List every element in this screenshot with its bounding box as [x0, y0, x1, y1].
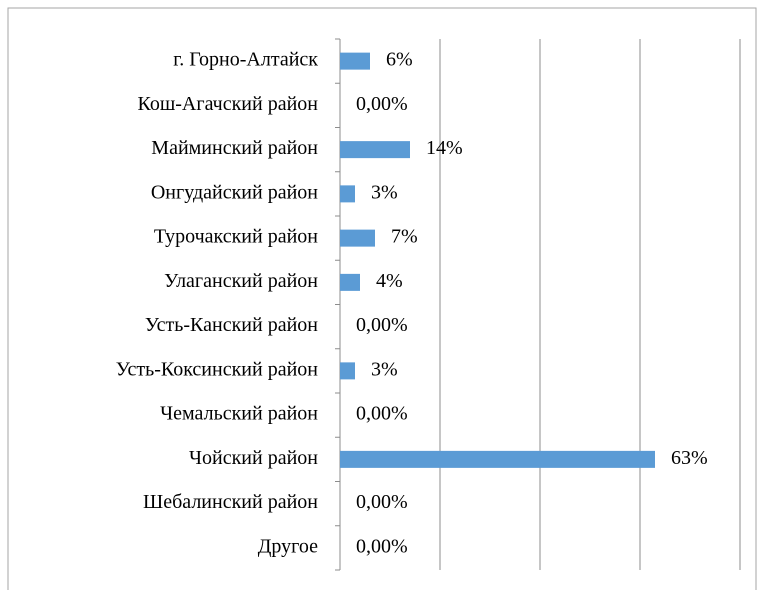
y-tick-label: Онгудайский район — [151, 181, 318, 203]
data-label: 0,00% — [356, 491, 408, 513]
bar — [340, 229, 375, 247]
y-tick-label: Чемальский район — [160, 403, 318, 425]
y-tick-label: Усть-Коксинский район — [116, 358, 319, 380]
data-label: 0,00% — [356, 314, 408, 336]
y-tick-label: Усть-Канский район — [145, 314, 318, 336]
y-tick-label: г. Горно-Алтайск — [173, 49, 318, 71]
bar — [340, 52, 370, 70]
data-label: 4% — [376, 270, 403, 292]
y-tick-label: Кош-Агачский район — [138, 93, 319, 115]
y-tick-label: Другое — [258, 535, 318, 557]
y-tick-label: Улаганский район — [164, 270, 318, 292]
data-label: 3% — [371, 181, 398, 203]
data-label: 7% — [391, 226, 418, 248]
bar — [340, 450, 655, 468]
bar — [340, 273, 360, 291]
bar — [340, 141, 410, 159]
data-label: 63% — [671, 447, 708, 469]
data-label: 0,00% — [356, 403, 408, 425]
data-label: 14% — [426, 137, 463, 159]
data-label: 3% — [371, 358, 398, 380]
y-tick-label: Майминский район — [151, 137, 318, 159]
data-label: 0,00% — [356, 535, 408, 557]
y-tick-label: Чойский район — [189, 447, 318, 469]
data-label: 0,00% — [356, 93, 408, 115]
bar — [340, 362, 355, 380]
chart-border — [7, 7, 757, 590]
bar — [340, 185, 355, 203]
y-tick-label: Шебалинский район — [143, 491, 318, 513]
y-tick-label: Турочакский район — [154, 226, 318, 248]
data-label: 6% — [386, 49, 413, 71]
